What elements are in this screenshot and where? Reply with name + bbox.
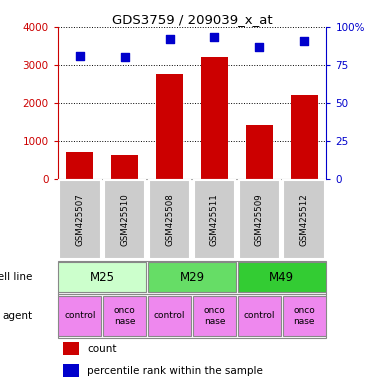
Bar bbox=[246, 125, 273, 179]
Text: control: control bbox=[64, 311, 96, 320]
Bar bbox=[148, 262, 236, 293]
Point bbox=[256, 43, 262, 50]
Bar bbox=[63, 343, 79, 355]
Bar bbox=[283, 296, 326, 336]
Bar bbox=[59, 180, 101, 260]
Text: M29: M29 bbox=[180, 271, 204, 284]
Text: count: count bbox=[87, 344, 116, 354]
Bar bbox=[149, 180, 190, 260]
Text: GSM425512: GSM425512 bbox=[299, 194, 309, 246]
Text: GSM425510: GSM425510 bbox=[120, 194, 129, 246]
Text: control: control bbox=[243, 311, 275, 320]
Text: onco
nase: onco nase bbox=[293, 306, 315, 326]
Text: cell line: cell line bbox=[0, 272, 33, 283]
Text: GSM425508: GSM425508 bbox=[165, 194, 174, 246]
Point bbox=[301, 38, 307, 44]
Bar bbox=[239, 180, 280, 260]
Bar bbox=[58, 262, 146, 293]
Text: onco
nase: onco nase bbox=[204, 306, 225, 326]
Text: GSM425509: GSM425509 bbox=[255, 194, 264, 246]
Bar bbox=[193, 296, 236, 336]
Bar bbox=[290, 95, 318, 179]
Bar bbox=[58, 296, 101, 336]
Bar bbox=[103, 296, 146, 336]
Bar bbox=[238, 296, 281, 336]
Text: M49: M49 bbox=[269, 271, 294, 284]
Text: onco
nase: onco nase bbox=[114, 306, 136, 326]
Bar bbox=[283, 180, 325, 260]
Bar bbox=[63, 364, 79, 377]
Bar bbox=[148, 296, 191, 336]
Bar bbox=[66, 152, 93, 179]
Point bbox=[122, 54, 128, 60]
Title: GDS3759 / 209039_x_at: GDS3759 / 209039_x_at bbox=[112, 13, 272, 26]
Text: M25: M25 bbox=[90, 271, 115, 284]
Bar bbox=[194, 180, 235, 260]
Text: GSM425511: GSM425511 bbox=[210, 194, 219, 246]
Text: percentile rank within the sample: percentile rank within the sample bbox=[87, 366, 263, 376]
Point bbox=[77, 53, 83, 59]
Point bbox=[167, 36, 173, 42]
Bar bbox=[111, 155, 138, 179]
Bar bbox=[201, 57, 228, 179]
Text: GSM425507: GSM425507 bbox=[75, 194, 85, 246]
Bar bbox=[104, 180, 145, 260]
Text: control: control bbox=[154, 311, 186, 320]
Bar bbox=[156, 74, 183, 179]
Text: agent: agent bbox=[3, 311, 33, 321]
Point bbox=[211, 35, 217, 41]
Bar bbox=[238, 262, 326, 293]
